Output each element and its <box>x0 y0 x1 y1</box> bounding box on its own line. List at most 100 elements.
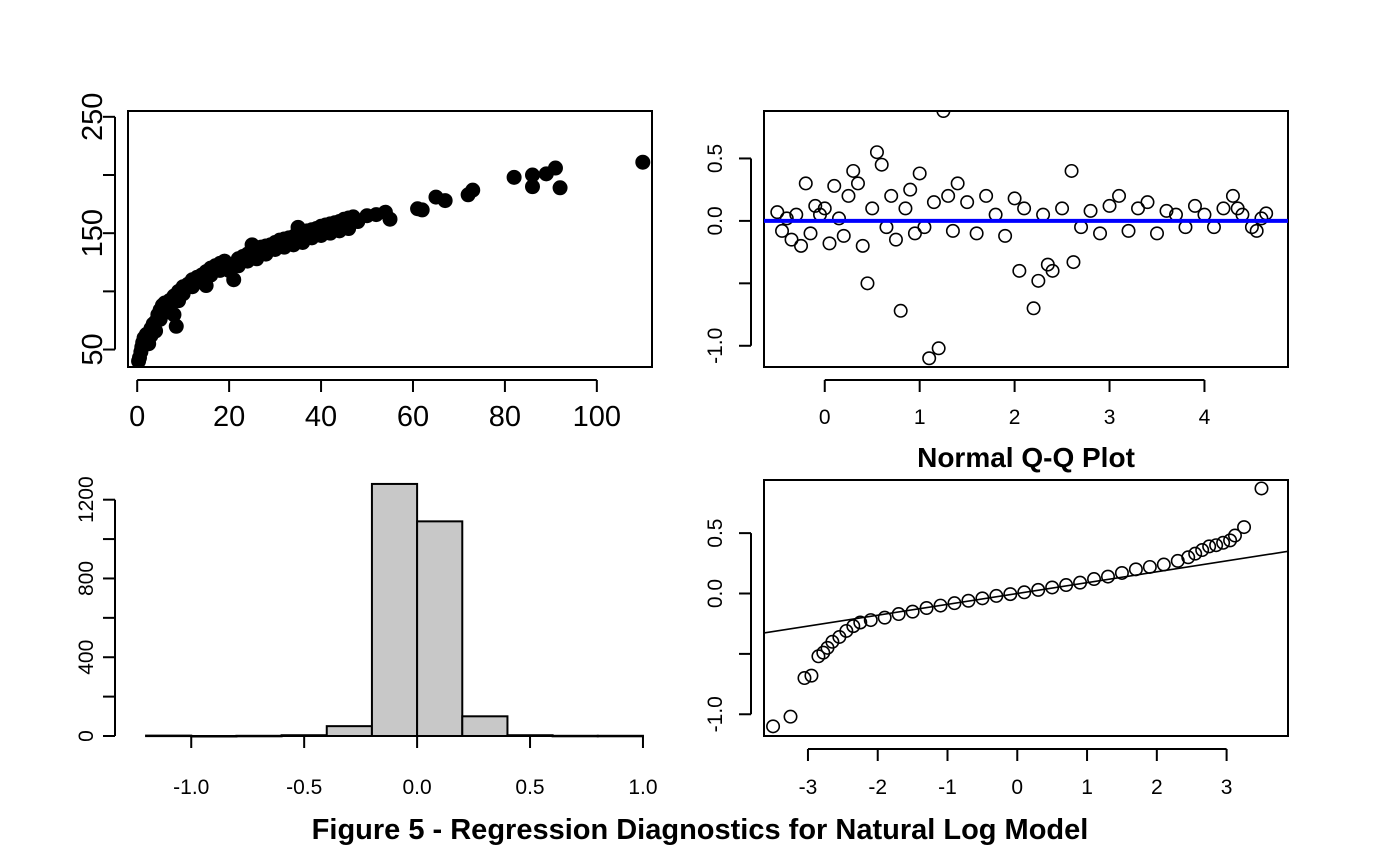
residual-point <box>1187 198 1202 213</box>
residual-point <box>1012 263 1027 278</box>
residual-point <box>1140 195 1155 210</box>
residual-point <box>1156 557 1171 572</box>
residual-point <box>1017 201 1032 216</box>
residual-point <box>1237 520 1252 535</box>
y-tick-label: -1.0 <box>704 328 727 364</box>
residual-point <box>1142 559 1157 574</box>
y-tick-label: -1.0 <box>704 696 727 732</box>
residual-point <box>1195 543 1210 558</box>
residual-point <box>947 596 962 611</box>
residual-point <box>779 211 794 226</box>
x-tick-label: 1 <box>1081 776 1093 799</box>
scatter-point <box>465 182 481 198</box>
scatter-point <box>524 179 540 195</box>
x-tick-label: 0.5 <box>515 776 544 799</box>
residual-point <box>1007 191 1022 206</box>
x-tick-label: 60 <box>397 401 429 433</box>
x-tick-label: -0.5 <box>286 776 322 799</box>
residual-point <box>1059 578 1074 593</box>
scatter-point <box>198 278 214 294</box>
residual-point <box>960 195 975 210</box>
scatter-point <box>290 219 306 235</box>
y-tick-label: 0.5 <box>704 519 727 548</box>
scatter-point <box>138 332 154 348</box>
residual-point <box>975 591 990 606</box>
residual-point <box>1223 533 1238 548</box>
x-tick-label: 1.0 <box>628 776 657 799</box>
residual-point <box>907 226 922 241</box>
residual-point <box>1031 273 1046 288</box>
histogram-bar <box>461 715 509 737</box>
residual-point <box>945 223 960 238</box>
residual-point <box>775 223 790 238</box>
x-tick-label: 80 <box>489 401 521 433</box>
scatter-point <box>414 202 430 218</box>
residual-point <box>860 276 875 291</box>
residual-point <box>874 157 889 172</box>
scatter-point <box>635 154 651 170</box>
x-tick-label: 1 <box>914 406 926 429</box>
histogram-bar <box>506 734 554 737</box>
residual-point <box>1209 538 1224 553</box>
residual-point <box>869 145 884 160</box>
scatter-point <box>382 211 398 227</box>
residual-point <box>863 613 878 628</box>
y-tick-label: 150 <box>77 209 109 257</box>
residual-point <box>1045 580 1060 595</box>
residual-point <box>825 634 840 649</box>
scatter-point <box>506 169 522 185</box>
residual-point <box>853 615 868 630</box>
x-tick-label: 2 <box>1009 406 1021 429</box>
residual-point <box>936 111 951 118</box>
y-tick-label: 800 <box>75 561 98 596</box>
residual-point <box>1026 301 1041 316</box>
histogram-bar <box>325 725 373 738</box>
residual-point <box>1150 226 1165 241</box>
residual-point <box>1031 582 1046 597</box>
histogram-bar <box>370 482 419 738</box>
residual-point <box>1188 546 1203 561</box>
residual-point <box>1159 203 1174 218</box>
residual-point <box>1249 223 1264 238</box>
residual-point <box>989 588 1004 603</box>
x-tick-label: -2 <box>868 776 887 799</box>
residual-point <box>794 238 809 253</box>
y-tick-label: 0 <box>75 730 98 742</box>
residual-point <box>919 600 934 615</box>
scatter-point <box>552 180 568 196</box>
residual-point <box>1112 188 1127 203</box>
x-tick-label: 2 <box>1151 776 1163 799</box>
residual-point <box>1102 198 1117 213</box>
residual-point <box>933 598 948 613</box>
residual-point <box>766 719 781 734</box>
histogram-bar <box>190 735 238 738</box>
plot-title: Normal Q-Q Plot <box>917 442 1135 473</box>
residual-point <box>836 228 851 243</box>
residual-point <box>905 604 920 619</box>
scatter-point <box>244 237 260 253</box>
residual-point <box>979 188 994 203</box>
residual-point <box>893 303 908 318</box>
residual-point <box>1131 201 1146 216</box>
residual-point <box>1216 201 1231 216</box>
histogram-bar <box>596 734 644 738</box>
y-tick-label: 0.0 <box>704 206 727 235</box>
residual-point <box>797 671 812 686</box>
x-tick-label: 0 <box>1011 776 1023 799</box>
residual-point <box>1216 535 1231 550</box>
residual-point <box>827 178 842 193</box>
residual-point <box>808 198 823 213</box>
residual-point <box>998 228 1013 243</box>
scatter-point <box>166 307 182 323</box>
figure-caption: Figure 5 - Regression Diagnostics for Na… <box>311 814 1089 846</box>
scatter-point <box>148 323 164 339</box>
residual-point <box>1202 539 1217 554</box>
y-tick-label: 0.5 <box>704 144 727 173</box>
residual-point <box>888 232 903 247</box>
plot-frame-1 <box>127 110 653 368</box>
y-tick-label: 0.0 <box>704 579 727 608</box>
residual-point <box>831 211 846 226</box>
y-tick-label: 1200 <box>75 476 98 523</box>
residual-point <box>817 201 832 216</box>
residual-point <box>1017 585 1032 600</box>
